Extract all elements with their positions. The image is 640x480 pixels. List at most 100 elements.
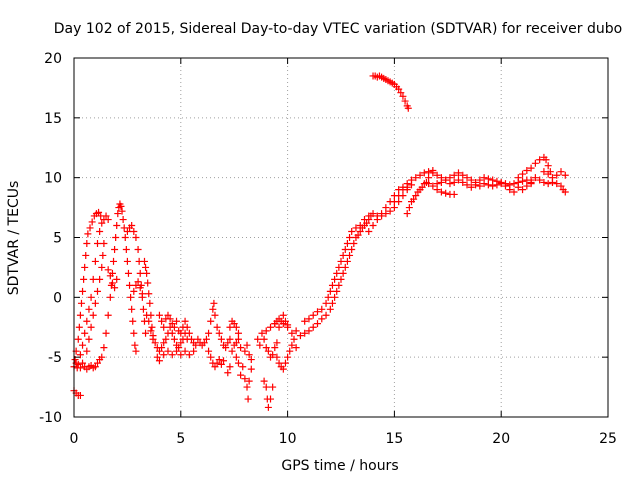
data-point: [540, 168, 548, 176]
data-point: [164, 311, 172, 319]
data-point: [531, 159, 539, 167]
data-point: [93, 287, 101, 295]
data-point: [519, 186, 527, 194]
data-point: [239, 363, 247, 371]
data-point: [425, 180, 433, 188]
data-point: [76, 311, 84, 319]
data-point: [442, 176, 450, 184]
data-point: [324, 293, 332, 301]
data-point: [237, 371, 245, 379]
data-point: [132, 234, 140, 241]
data-point: [155, 357, 163, 365]
data-point: [84, 230, 92, 238]
data-point: [531, 174, 539, 182]
data-point: [390, 204, 398, 212]
data-point: [356, 228, 364, 236]
data-point: [425, 174, 433, 182]
data-point: [87, 293, 95, 301]
data-point: [281, 359, 289, 367]
data-point: [480, 180, 488, 188]
data-point: [232, 353, 240, 361]
data-point: [309, 323, 317, 331]
data-point: [326, 305, 334, 313]
data-point: [514, 183, 522, 191]
data-point: [341, 245, 349, 253]
data-point: [88, 218, 96, 226]
data-point: [328, 299, 336, 307]
data-point: [245, 351, 253, 359]
data-point: [346, 251, 354, 259]
data-point: [348, 228, 356, 236]
data-point: [241, 347, 249, 355]
data-point: [80, 275, 88, 283]
data-point: [211, 363, 219, 371]
data-point: [405, 204, 413, 212]
data-point: [122, 245, 130, 253]
data-point: [399, 92, 407, 100]
data-point: [104, 311, 112, 319]
data-point: [536, 176, 544, 184]
data-point: [168, 320, 176, 328]
data-point: [98, 263, 106, 271]
data-point: [472, 181, 480, 189]
data-point: [519, 170, 527, 178]
data-point: [173, 317, 181, 325]
data-point: [514, 174, 522, 182]
axis-ticks: 0 5 10 15 20 25 -10 -5 0 5 10 15 20: [39, 51, 617, 447]
data-point: [463, 174, 471, 182]
data-point: [262, 327, 270, 335]
data-point: [83, 347, 91, 355]
data-point: [119, 216, 127, 224]
data-point: [134, 245, 142, 253]
data-point: [354, 231, 362, 239]
data-point: [467, 183, 475, 191]
data-point: [110, 257, 118, 265]
data-point: [557, 168, 565, 176]
data-point: [205, 347, 213, 355]
data-point: [343, 257, 351, 265]
data-point: [425, 168, 433, 176]
x-tick-label: 5: [176, 431, 185, 447]
data-point: [215, 329, 223, 337]
data-point: [134, 278, 142, 286]
data-point: [209, 305, 217, 313]
data-point: [166, 315, 174, 323]
data-point: [146, 299, 154, 307]
data-point: [497, 180, 505, 188]
data-points: [70, 72, 569, 411]
data-point: [341, 263, 349, 271]
data-point: [373, 216, 381, 224]
y-tick-label: 0: [53, 290, 62, 306]
data-point: [305, 315, 313, 323]
data-point: [561, 188, 569, 196]
data-point: [476, 176, 484, 184]
data-point: [151, 339, 159, 347]
data-point: [275, 323, 283, 331]
data-point: [463, 181, 471, 189]
data-point: [271, 344, 279, 352]
data-point: [356, 222, 364, 230]
data-point: [412, 174, 420, 182]
data-point: [284, 353, 292, 361]
data-point: [369, 210, 377, 218]
data-point: [79, 341, 87, 349]
data-point: [132, 281, 140, 289]
data-point: [79, 359, 87, 367]
data-point: [158, 317, 166, 325]
data-point: [113, 222, 121, 230]
data-point: [98, 219, 106, 227]
data-point: [437, 178, 445, 186]
data-point: [183, 323, 191, 331]
data-point: [237, 344, 245, 352]
data-point: [170, 323, 178, 331]
data-point: [243, 383, 251, 391]
data-point: [207, 317, 215, 325]
x-tick-label: 0: [70, 431, 79, 447]
data-point: [506, 186, 514, 194]
data-point: [75, 323, 83, 331]
data-point: [96, 228, 104, 236]
data-point: [346, 234, 354, 241]
data-point: [337, 257, 345, 265]
data-point: [267, 323, 275, 331]
